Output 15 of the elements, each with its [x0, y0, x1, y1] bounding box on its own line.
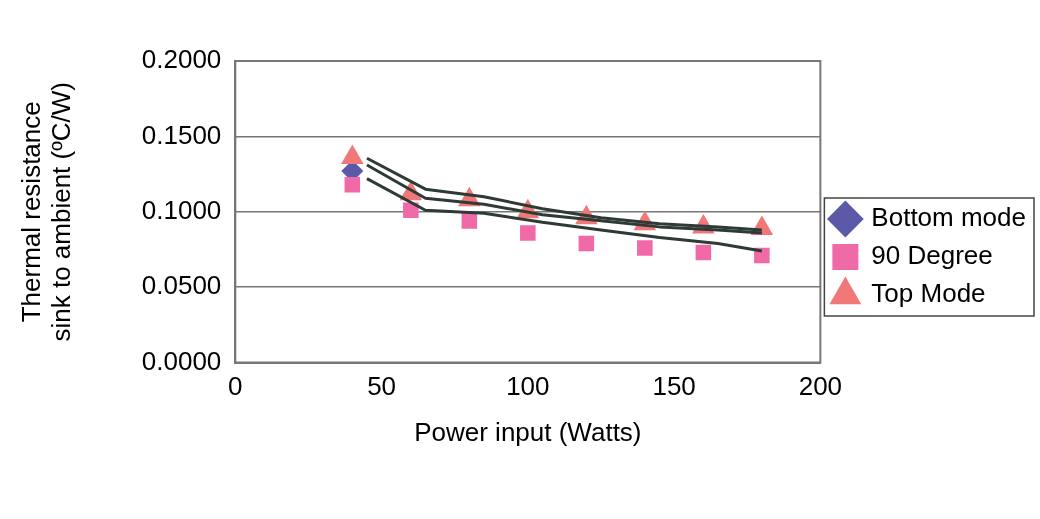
x-tick-label: 200	[798, 371, 843, 402]
y-tick-label: 0.2000	[141, 44, 222, 75]
y-tick-label: 0.1500	[141, 119, 222, 150]
legend-label: 90 Degree	[871, 240, 993, 271]
x-tick-label: 150	[652, 371, 696, 402]
x-tick-label: 0	[228, 371, 243, 402]
y-tick-label: 0.0000	[141, 345, 222, 376]
y-tick-label: 0.0500	[141, 270, 222, 301]
legend-label: Top Mode	[871, 278, 986, 309]
y-tick-label: 0.1000	[141, 194, 222, 225]
y-axis-title: Thermal resistance sink to ambient (ºC/W)	[16, 82, 77, 342]
x-tick-label: 50	[367, 371, 397, 402]
x-tick-label: 100	[506, 371, 550, 402]
legend-label: Bottom mode	[871, 202, 1027, 233]
x-axis-title: Power input (Watts)	[414, 416, 642, 447]
